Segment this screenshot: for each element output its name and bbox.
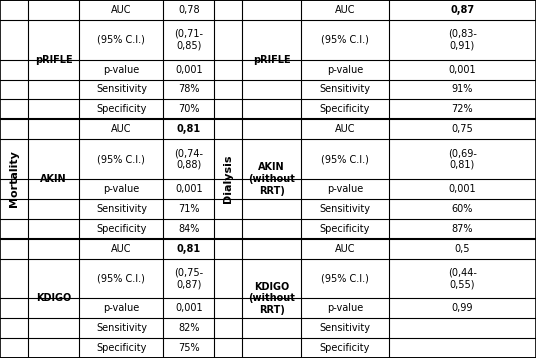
Text: (95% C.I.): (95% C.I.) [98,274,145,284]
Text: (0,44-
0,55): (0,44- 0,55) [448,268,477,289]
Text: p-value: p-value [103,303,139,313]
Text: Mortality: Mortality [9,151,19,207]
Text: (95% C.I.): (95% C.I.) [321,154,369,164]
Text: p-value: p-value [327,184,363,194]
Text: Specificity: Specificity [320,105,370,115]
Text: Specificity: Specificity [320,224,370,234]
Text: 0,001: 0,001 [449,184,476,194]
Text: 70%: 70% [178,105,200,115]
Text: 0,78: 0,78 [178,5,200,15]
Text: 84%: 84% [178,224,199,234]
Text: 78%: 78% [178,84,200,95]
Text: p-value: p-value [103,184,139,194]
Text: AUC: AUC [111,5,132,15]
Text: (95% C.I.): (95% C.I.) [321,274,369,284]
Text: AUC: AUC [334,124,355,134]
Text: (0,83-
0,91): (0,83- 0,91) [448,29,477,50]
Text: Dialysis: Dialysis [224,155,233,203]
Text: p-value: p-value [327,303,363,313]
Text: Sensitivity: Sensitivity [96,204,147,214]
Text: pRIFLE: pRIFLE [253,55,291,65]
Text: p-value: p-value [327,64,363,74]
Text: pRIFLE: pRIFLE [35,55,72,65]
Text: 0,001: 0,001 [175,64,203,74]
Text: Specificity: Specificity [320,343,370,353]
Text: (0,69-
0,81): (0,69- 0,81) [448,148,477,170]
Text: 0,001: 0,001 [449,64,476,74]
Text: (0,75-
0,87): (0,75- 0,87) [174,268,204,289]
Text: Specificity: Specificity [96,105,146,115]
Text: (0,74-
0,88): (0,74- 0,88) [174,148,204,170]
Text: 0,87: 0,87 [450,5,474,15]
Text: 0,001: 0,001 [175,184,203,194]
Text: (95% C.I.): (95% C.I.) [98,154,145,164]
Text: 60%: 60% [452,204,473,214]
Text: 82%: 82% [178,323,200,333]
Text: KDIGO: KDIGO [36,293,71,303]
Text: 0,81: 0,81 [177,124,201,134]
Text: 0,5: 0,5 [455,243,470,253]
Text: AUC: AUC [111,243,132,253]
Text: 0,81: 0,81 [177,243,201,253]
Text: AUC: AUC [111,124,132,134]
Text: Sensitivity: Sensitivity [319,84,370,95]
Text: Sensitivity: Sensitivity [96,84,147,95]
Text: (95% C.I.): (95% C.I.) [321,35,369,45]
Text: Sensitivity: Sensitivity [96,323,147,333]
Text: 72%: 72% [451,105,473,115]
Text: Specificity: Specificity [96,343,146,353]
Text: 75%: 75% [178,343,200,353]
Text: (95% C.I.): (95% C.I.) [98,35,145,45]
Text: 0,001: 0,001 [175,303,203,313]
Text: (0,71-
0,85): (0,71- 0,85) [174,29,204,50]
Text: p-value: p-value [103,64,139,74]
Text: AKIN: AKIN [40,174,67,184]
Text: 0,75: 0,75 [451,124,473,134]
Text: 71%: 71% [178,204,200,214]
Text: KDIGO
(without
RRT): KDIGO (without RRT) [248,282,295,315]
Text: 91%: 91% [452,84,473,95]
Text: 87%: 87% [451,224,473,234]
Text: Specificity: Specificity [96,224,146,234]
Text: AKIN
(without
RRT): AKIN (without RRT) [248,163,295,195]
Text: AUC: AUC [334,5,355,15]
Text: AUC: AUC [334,243,355,253]
Text: Sensitivity: Sensitivity [319,204,370,214]
Text: 0,99: 0,99 [451,303,473,313]
Text: Sensitivity: Sensitivity [319,323,370,333]
